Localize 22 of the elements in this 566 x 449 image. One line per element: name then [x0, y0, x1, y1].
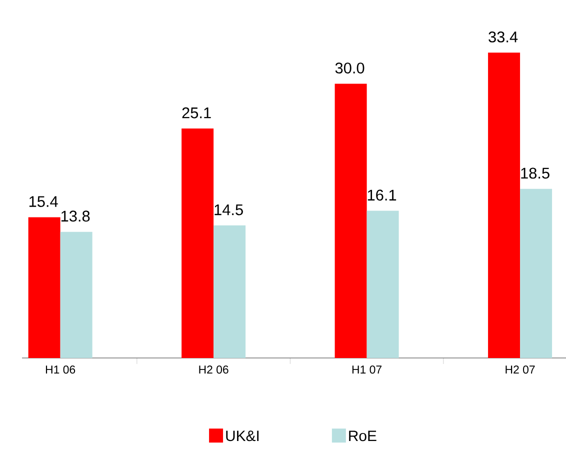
data-label: 15.4 [29, 196, 58, 207]
data-label: 18.5 [521, 168, 550, 179]
legend-label: UK&I [226, 430, 259, 442]
x-tick-label: H2 07 [506, 366, 535, 374]
bar [488, 52, 520, 358]
bar [182, 128, 214, 358]
x-tick-label: H1 06 [46, 366, 76, 374]
bar [60, 232, 92, 358]
bar [214, 225, 246, 358]
x-tick-label: H1 07 [352, 366, 382, 374]
bar [28, 217, 60, 358]
x-tick-label: H2 06 [199, 366, 228, 374]
data-label: 25.1 [182, 107, 211, 118]
data-label: 33.4 [488, 31, 518, 42]
legend-label: RoE [349, 430, 376, 442]
bar [520, 188, 552, 358]
data-label: 16.1 [368, 190, 396, 201]
bar [334, 84, 367, 358]
data-label: 14.5 [214, 204, 243, 216]
data-label: 30.0 [335, 62, 364, 74]
data-label: 13.8 [61, 210, 90, 222]
bar [366, 210, 399, 358]
